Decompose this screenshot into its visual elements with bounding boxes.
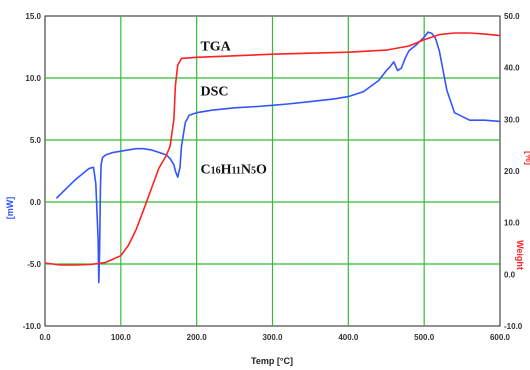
y-right-tick-label: 10.0 bbox=[504, 219, 520, 228]
series-tga-line bbox=[45, 32, 500, 266]
left-axis-title: [mW] bbox=[5, 197, 15, 220]
annotation-label: DSC bbox=[200, 84, 228, 99]
series-dsc-line bbox=[55, 31, 500, 284]
y-left-tick-label: 10.0 bbox=[25, 74, 41, 83]
x-axis-title: Temp [°C] bbox=[251, 356, 293, 366]
y-right-tick-label: 30.0 bbox=[504, 115, 520, 124]
x-tick-label: 500.0 bbox=[414, 333, 435, 342]
x-tick-label: 100.0 bbox=[111, 333, 132, 342]
y-right-tick-label: 0.0 bbox=[504, 270, 516, 279]
x-tick-label: 400.0 bbox=[338, 333, 359, 342]
x-tick-label: 200.0 bbox=[187, 333, 208, 342]
x-tick-label: 300.0 bbox=[262, 333, 283, 342]
grid-lines bbox=[45, 16, 500, 326]
y-right-tick-label: 40.0 bbox=[504, 64, 520, 73]
series-group bbox=[45, 31, 500, 284]
y-left-tick-label: 5.0 bbox=[30, 136, 42, 145]
right-axis-title: [%] bbox=[524, 151, 530, 165]
x-tick-label: 0.0 bbox=[39, 333, 51, 342]
y-left-tick-label: 0.0 bbox=[30, 198, 42, 207]
y-left-tick-label: 15.0 bbox=[25, 12, 41, 21]
right-axis-series-label: Weight bbox=[515, 240, 525, 270]
y-right-tick-label: 20.0 bbox=[504, 167, 520, 176]
y-right-tick-label: 50.0 bbox=[504, 12, 520, 21]
annotation-group: TGA DSC C16H11N5O bbox=[200, 40, 267, 178]
y-left-tick-label: -5.0 bbox=[27, 260, 41, 269]
y-left-tick-label: -10.0 bbox=[23, 322, 42, 331]
tick-labels: 0.0 100.0 200.0 300.0 400.0 500.0 600.0 15.0 10.… bbox=[23, 12, 523, 342]
annotation-label: TGA bbox=[200, 40, 231, 55]
x-tick-label: 600.0 bbox=[490, 333, 511, 342]
y-right-tick-label: -10.0 bbox=[504, 322, 523, 331]
annotation-label: C16H11N5O bbox=[200, 162, 267, 177]
